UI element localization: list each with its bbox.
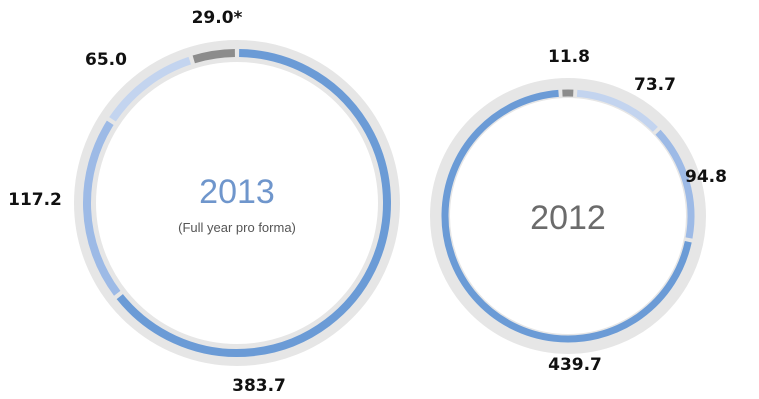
slice-value-label: 383.7 (232, 376, 286, 396)
donut-title: 2013 (199, 173, 275, 211)
slice-value-label: 11.8 (548, 47, 590, 67)
donut-slice (83, 120, 121, 296)
slice-value-label: 65.0 (85, 50, 127, 70)
donut-slice (655, 129, 695, 239)
donut-subtitle: (Full year pro forma) (178, 220, 296, 235)
donut-slice (576, 89, 658, 132)
donut-title: 2012 (530, 199, 606, 237)
slice-value-label: 94.8 (685, 167, 727, 187)
donut-slice (116, 49, 391, 357)
donut-slice (109, 56, 192, 122)
slice-value-label: 29.0* (192, 8, 243, 28)
slice-value-label: 439.7 (548, 355, 602, 375)
donut-slice (192, 49, 236, 64)
donut-2012: 11.8 73.7 94.8 439.7 2012 (430, 47, 727, 375)
donut-slice (441, 89, 692, 343)
slice-value-label: 73.7 (634, 75, 676, 95)
donut-2013: 383.7 117.2 65.0 29.0* 2013 (Full year pro fo… (8, 8, 400, 396)
slice-value-label: 117.2 (8, 190, 62, 210)
donut-track (430, 78, 706, 354)
